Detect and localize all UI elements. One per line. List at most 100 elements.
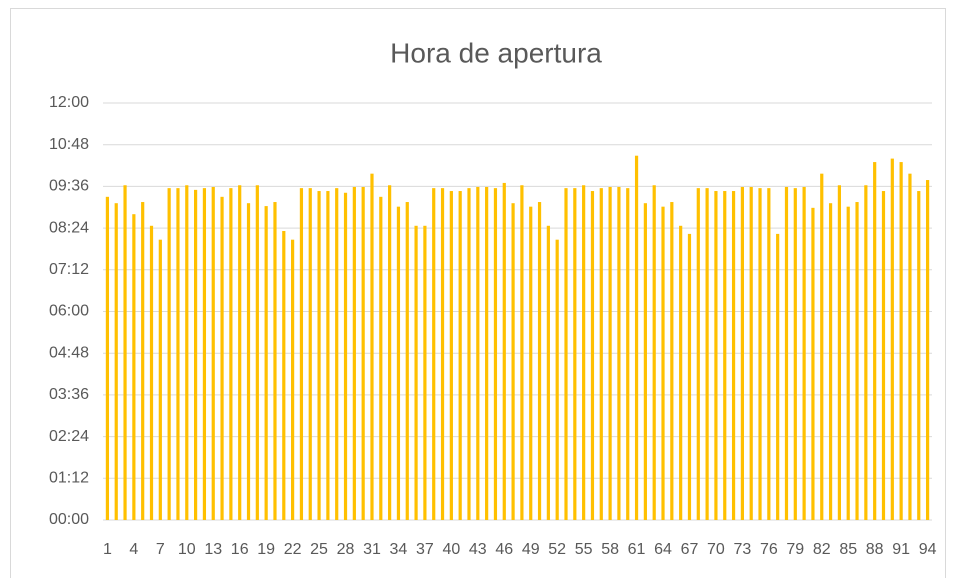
bar xyxy=(599,188,603,520)
bar xyxy=(661,206,665,520)
bar xyxy=(740,186,744,520)
bar xyxy=(890,158,894,520)
bar xyxy=(149,225,154,521)
x-tick-label: 73 xyxy=(733,541,751,558)
chart-title: Hora de apertura xyxy=(390,37,602,68)
y-tick-label: 07:12 xyxy=(49,261,89,278)
x-tick-label: 34 xyxy=(390,541,408,558)
x-tick-label: 70 xyxy=(707,541,725,558)
bar xyxy=(590,191,595,521)
bar xyxy=(881,191,886,521)
bar xyxy=(308,188,312,520)
y-tick-label: 04:48 xyxy=(49,344,89,361)
bar xyxy=(396,206,401,520)
bar xyxy=(485,186,489,520)
x-tick-label: 46 xyxy=(495,541,513,558)
bar xyxy=(370,173,374,521)
bar xyxy=(132,214,136,520)
bar xyxy=(714,191,718,521)
bar xyxy=(758,188,762,520)
bar xyxy=(335,188,339,520)
x-tick-label: 16 xyxy=(231,541,249,558)
y-tick-label: 12:00 xyxy=(49,94,89,111)
bar xyxy=(917,191,921,521)
x-tick-label: 40 xyxy=(442,541,460,558)
bar xyxy=(449,191,453,521)
bar xyxy=(405,202,409,520)
x-tick-label: 91 xyxy=(892,541,910,558)
bar xyxy=(546,225,550,521)
bar xyxy=(352,186,356,520)
y-tick-label: 10:48 xyxy=(49,136,89,153)
y-tick-label: 09:36 xyxy=(49,178,89,195)
x-tick-label: 64 xyxy=(654,541,672,558)
bar xyxy=(564,188,568,520)
y-tick-label: 00:00 xyxy=(49,511,89,528)
y-tick-label: 08:24 xyxy=(49,219,89,236)
bar xyxy=(696,188,700,520)
bar xyxy=(343,192,348,521)
bar xyxy=(537,202,542,520)
x-tick-label: 94 xyxy=(919,541,937,558)
bar xyxy=(432,188,436,520)
bar xyxy=(802,186,806,520)
x-tick-label: 7 xyxy=(156,541,165,558)
bar xyxy=(414,225,418,521)
bar xyxy=(167,188,171,520)
bar xyxy=(202,188,207,520)
x-tick-label: 79 xyxy=(786,541,804,558)
bar xyxy=(828,203,833,520)
bar xyxy=(634,155,639,520)
bar xyxy=(582,185,586,520)
bar xyxy=(493,188,498,520)
bar xyxy=(767,188,771,520)
bar xyxy=(317,191,321,521)
bar xyxy=(520,185,524,520)
bar xyxy=(238,185,242,520)
bar xyxy=(141,202,145,520)
bar xyxy=(529,206,533,520)
x-tick-label: 52 xyxy=(548,541,566,558)
bar xyxy=(784,186,789,520)
x-tick-label: 10 xyxy=(178,541,196,558)
bar xyxy=(458,191,462,521)
bar xyxy=(246,203,251,520)
bar xyxy=(423,225,427,521)
bar xyxy=(811,207,815,520)
bar xyxy=(873,162,877,520)
bar xyxy=(379,196,383,520)
x-tick-label: 58 xyxy=(601,541,619,558)
bar xyxy=(229,188,233,520)
x-tick-label: 76 xyxy=(760,541,778,558)
bar xyxy=(211,186,215,520)
bar xyxy=(220,196,224,520)
x-tick-label: 67 xyxy=(681,541,699,558)
bar xyxy=(723,191,727,521)
bar xyxy=(855,202,859,520)
bar xyxy=(705,188,709,520)
bar xyxy=(291,239,295,520)
bar xyxy=(467,188,471,520)
bar xyxy=(925,180,930,520)
x-tick-label: 61 xyxy=(628,541,646,558)
bar xyxy=(105,196,110,520)
bar xyxy=(687,233,692,520)
bar xyxy=(670,202,674,520)
x-tick-label: 85 xyxy=(839,541,857,558)
x-tick-label: 1 xyxy=(103,541,112,558)
bar xyxy=(652,185,656,520)
bar xyxy=(820,173,824,521)
bar xyxy=(502,182,506,521)
bar xyxy=(361,186,365,520)
bar xyxy=(864,185,868,520)
bar xyxy=(793,188,797,520)
bar xyxy=(679,225,683,521)
bar xyxy=(326,191,330,521)
bar xyxy=(158,239,162,520)
bar xyxy=(440,188,445,520)
bar xyxy=(255,185,259,520)
bar xyxy=(264,206,268,520)
bar xyxy=(185,185,189,520)
x-tick-label: 49 xyxy=(522,541,540,558)
